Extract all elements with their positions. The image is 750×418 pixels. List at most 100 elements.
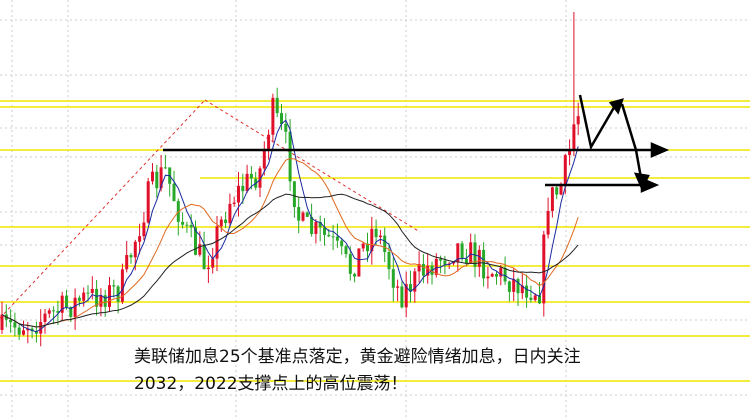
moving-average	[1, 158, 579, 328]
annotation: 美联储加息25个基准点落定，黄金避险情绪加息，日内关注 2032，2022支撑点…	[134, 344, 581, 398]
candle-body	[387, 252, 391, 270]
candle-body	[396, 286, 400, 288]
candle-body	[125, 255, 129, 270]
candle-body	[486, 276, 490, 279]
candle-body	[344, 246, 348, 255]
candle-body	[120, 269, 124, 302]
candle-body	[249, 173, 253, 179]
candle-body	[361, 243, 365, 249]
candle-body	[555, 187, 559, 195]
candle-body	[13, 322, 17, 328]
candle-body	[533, 295, 537, 300]
candle-body	[151, 171, 154, 182]
candle-body	[529, 297, 533, 300]
candle-body	[516, 279, 520, 294]
candle-body	[563, 155, 567, 186]
candle-body	[284, 123, 288, 132]
candle-body	[194, 227, 197, 255]
candle-body	[452, 261, 455, 264]
candle-body	[525, 285, 529, 298]
candle-body	[129, 255, 133, 258]
annotation-line: 2032，2022支撑点上的高位震荡！	[134, 374, 408, 394]
candle-body	[60, 295, 64, 313]
candle-body	[77, 297, 81, 301]
candle-body	[464, 258, 468, 264]
candle-body	[305, 212, 309, 217]
candle-body	[267, 134, 271, 150]
candle-body	[202, 244, 206, 270]
candle-body	[52, 310, 56, 312]
candle-body	[559, 185, 563, 195]
candle-body	[568, 150, 572, 156]
candle-body	[434, 258, 438, 275]
candle-body	[241, 185, 245, 192]
candle-body	[262, 149, 266, 169]
candle-body	[546, 211, 550, 235]
candle-body	[507, 281, 511, 292]
candle-body	[520, 285, 524, 294]
candle-body	[0, 314, 4, 330]
candle-body	[503, 267, 507, 282]
candle-body	[310, 216, 314, 234]
candle-body	[280, 113, 283, 124]
candle-body	[56, 311, 60, 313]
forecast-arrows	[163, 94, 670, 193]
candle-body	[572, 124, 576, 151]
candle-body	[331, 236, 335, 238]
candle-body	[9, 319, 13, 323]
candle-body	[495, 274, 498, 277]
candle-body	[288, 131, 292, 182]
candle-body	[323, 227, 326, 235]
candle-body	[69, 307, 73, 317]
moving-averages	[1, 119, 579, 333]
candle-body	[99, 295, 103, 307]
candle-body	[378, 235, 382, 238]
candle-body	[43, 313, 47, 322]
candle-body	[421, 264, 425, 276]
candle-body	[90, 288, 94, 293]
candle-body	[340, 240, 344, 247]
candle-body	[116, 286, 120, 302]
candle-body	[228, 203, 232, 224]
candle-body	[490, 274, 494, 277]
candle-body	[443, 260, 447, 265]
candle-body	[426, 265, 430, 276]
candle-body	[219, 219, 223, 227]
candle-body	[172, 183, 176, 202]
candle-body	[30, 328, 34, 332]
candle-body	[245, 173, 249, 192]
candle-body	[460, 243, 464, 259]
candle-body	[538, 295, 541, 304]
candle-body	[542, 234, 546, 304]
candle-body	[297, 207, 301, 221]
candle-body	[477, 249, 481, 267]
candle-body	[82, 292, 86, 301]
candle-body	[383, 235, 387, 253]
candle-body	[370, 228, 374, 252]
candle-body	[301, 212, 305, 221]
candle-body	[417, 264, 421, 272]
candle-body	[133, 241, 137, 258]
annotation-line: 美联储加息25个基准点落定，黄金避险情绪加息，日内关注	[134, 347, 581, 367]
candle-body	[224, 219, 228, 224]
candle-body	[469, 242, 473, 264]
candle-body	[215, 226, 219, 259]
candle-body	[211, 258, 215, 268]
candle-body	[439, 258, 443, 261]
candle-body	[409, 284, 412, 292]
candle-body	[39, 321, 43, 334]
candle-body	[73, 297, 77, 317]
candle-body	[47, 310, 51, 314]
candle-body	[413, 271, 417, 292]
candle-body	[318, 221, 322, 228]
candle-body	[237, 185, 240, 203]
candle-body	[142, 222, 146, 237]
candle-body	[198, 244, 202, 255]
candle-body	[65, 295, 68, 308]
candle-body	[404, 284, 408, 308]
candle-body	[108, 285, 111, 307]
candle-body	[374, 228, 378, 238]
candle-body	[258, 168, 262, 188]
candle-body	[314, 221, 318, 234]
